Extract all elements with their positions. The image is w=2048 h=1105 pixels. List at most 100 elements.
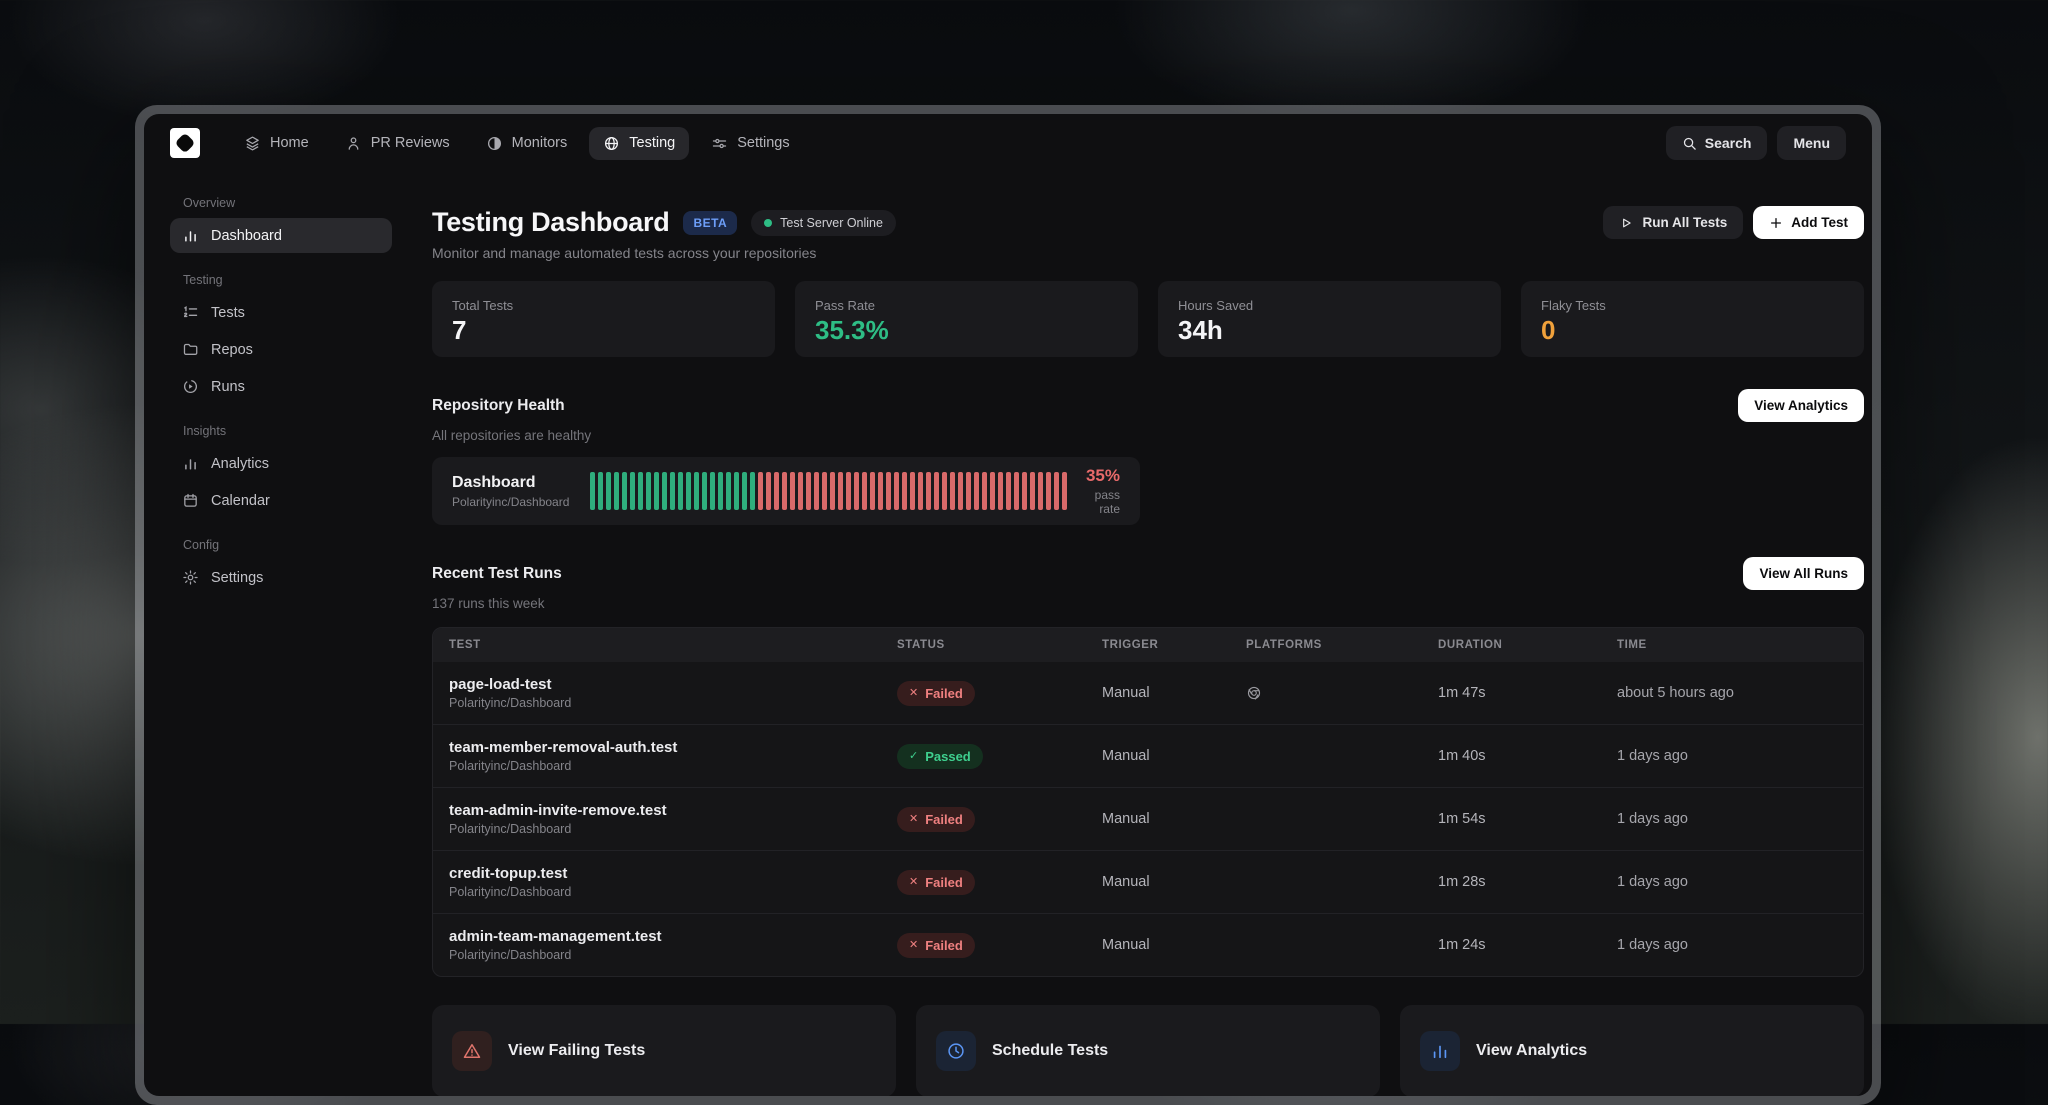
repo-health-subtitle: All repositories are healthy (432, 428, 1864, 443)
test-name: page-load-test (449, 676, 897, 693)
test-repo: Polarityinc/Dashboard (449, 822, 897, 836)
recent-runs-header: Recent Test Runs View All Runs (432, 557, 1864, 590)
nav-item-label: PR Reviews (371, 135, 450, 151)
table-row[interactable]: admin-team-management.test Polarityinc/D… (433, 913, 1863, 976)
sidebar-item-label: Analytics (211, 456, 269, 472)
recent-runs-title: Recent Test Runs (432, 565, 562, 583)
trigger-cell: Manual (1102, 937, 1246, 953)
sidebar-item-dashboard[interactable]: Dashboard (170, 218, 392, 253)
sidebar-item-analytics[interactable]: Analytics (170, 446, 392, 481)
duration-cell: 1m 24s (1438, 937, 1617, 953)
view-analytics-button[interactable]: View Analytics (1738, 389, 1864, 422)
repo-identity: Dashboard Polarityinc/Dashboard (452, 474, 572, 509)
sidebar-item-repos[interactable]: Repos (170, 332, 392, 367)
table-row[interactable]: page-load-test Polarityinc/Dashboard ✕Fa… (433, 662, 1863, 724)
duration-cell: 1m 54s (1438, 811, 1617, 827)
online-dot-icon (764, 219, 772, 227)
time-cell: 1 days ago (1617, 748, 1863, 764)
menu-button[interactable]: Menu (1777, 126, 1846, 160)
contrast-icon (486, 135, 503, 152)
nav-item-monitors[interactable]: Monitors (472, 127, 582, 160)
globe-icon (603, 135, 620, 152)
sidebar-item-tests[interactable]: Tests (170, 295, 392, 330)
navbar-actions: Search Menu (1666, 126, 1846, 160)
sidebar-section-label: Overview (183, 196, 432, 210)
search-button[interactable]: Search (1666, 126, 1768, 160)
run-all-tests-label: Run All Tests (1642, 215, 1727, 230)
duration-cell: 1m 40s (1438, 748, 1617, 764)
view-analytics-card[interactable]: View Analytics (1400, 1005, 1864, 1096)
status-badge: ✓Passed (897, 744, 983, 769)
sidebar-item-label: Settings (211, 570, 263, 586)
add-test-button[interactable]: Add Test (1753, 206, 1864, 239)
column-header-platforms: PLATFORMS (1246, 639, 1438, 651)
view-all-runs-button[interactable]: View All Runs (1743, 557, 1864, 590)
trigger-cell: Manual (1102, 811, 1246, 827)
status-badge: ✕Failed (897, 681, 975, 706)
table-header-row: TEST STATUS TRIGGER PLATFORMS DURATION T… (433, 628, 1863, 662)
test-name: credit-topup.test (449, 865, 897, 882)
nav-item-home[interactable]: Home (230, 127, 323, 160)
page-title: Testing Dashboard (432, 207, 669, 238)
stat-label: Total Tests (452, 298, 755, 313)
repo-pass-rate-value: 35% (1085, 466, 1120, 486)
sidebar-item-runs[interactable]: Runs (170, 369, 392, 404)
stat-value: 34h (1178, 317, 1481, 343)
quick-action-label: Schedule Tests (992, 1042, 1108, 1060)
stat-label: Pass Rate (815, 298, 1118, 313)
server-status-label: Test Server Online (780, 216, 883, 230)
clock-icon (936, 1031, 976, 1071)
calendar-icon (182, 492, 199, 509)
health-bar-chart (590, 472, 1067, 510)
table-row[interactable]: team-member-removal-auth.test Polarityin… (433, 724, 1863, 787)
menu-button-label: Menu (1793, 135, 1830, 151)
stat-label: Hours Saved (1178, 298, 1481, 313)
nav-item-testing[interactable]: Testing (589, 127, 689, 160)
sidebar-item-label: Calendar (211, 493, 270, 509)
play-icon (1619, 216, 1633, 230)
view-failing-tests-card[interactable]: View Failing Tests (432, 1005, 896, 1096)
table-row[interactable]: credit-topup.test Polarityinc/Dashboard … (433, 850, 1863, 913)
stat-card-flaky-tests: Flaky Tests 0 (1521, 281, 1864, 357)
plus-icon (1769, 216, 1783, 230)
status-icon: ✕ (909, 688, 918, 699)
nav-item-label: Monitors (512, 135, 568, 151)
add-test-label: Add Test (1791, 215, 1848, 230)
schedule-tests-card[interactable]: Schedule Tests (916, 1005, 1380, 1096)
nav-item-settings[interactable]: Settings (697, 127, 803, 160)
bar-chart-icon (182, 455, 199, 472)
layers-icon (244, 135, 261, 152)
sidebar-item-settings[interactable]: Settings (170, 560, 392, 595)
status-icon: ✕ (909, 877, 918, 888)
top-navbar: Home PR Reviews Monitors Testing Setting… (144, 114, 1872, 172)
sidebar-item-label: Repos (211, 342, 253, 358)
repo-name: Dashboard (452, 474, 572, 492)
duration-cell: 1m 47s (1438, 685, 1617, 701)
stat-card-pass-rate: Pass Rate 35.3% (795, 281, 1138, 357)
quick-action-label: View Failing Tests (508, 1042, 645, 1060)
repo-pass-rate-caption: pass rate (1085, 488, 1120, 516)
app-window: Home PR Reviews Monitors Testing Setting… (135, 105, 1881, 1105)
quick-actions-row: View Failing Tests Schedule Tests View A… (432, 1005, 1864, 1096)
server-status-badge: Test Server Online (751, 210, 896, 236)
repo-health-card[interactable]: Dashboard Polarityinc/Dashboard 35% pass… (432, 457, 1140, 525)
trigger-cell: Manual (1102, 685, 1246, 701)
table-row[interactable]: team-admin-invite-remove.test Polarityin… (433, 787, 1863, 850)
repo-pass-rate: 35% pass rate (1085, 466, 1120, 516)
test-repo: Polarityinc/Dashboard (449, 948, 897, 962)
app-logo[interactable] (170, 128, 200, 158)
search-button-label: Search (1705, 135, 1752, 151)
nav-item-label: Testing (629, 135, 675, 151)
page-header: Testing Dashboard BETA Test Server Onlin… (432, 206, 1864, 239)
status-icon: ✕ (909, 940, 918, 951)
sidebar-item-label: Dashboard (211, 228, 282, 244)
column-header-test: TEST (449, 639, 897, 651)
run-all-tests-button[interactable]: Run All Tests (1603, 206, 1743, 239)
sidebar-item-calendar[interactable]: Calendar (170, 483, 392, 518)
column-header-duration: DURATION (1438, 639, 1617, 651)
sidebar-section-label: Config (183, 538, 432, 552)
status-label: Passed (925, 749, 971, 764)
status-badge: ✕Failed (897, 933, 975, 958)
nav-item-pr-reviews[interactable]: PR Reviews (331, 127, 464, 160)
trigger-cell: Manual (1102, 748, 1246, 764)
